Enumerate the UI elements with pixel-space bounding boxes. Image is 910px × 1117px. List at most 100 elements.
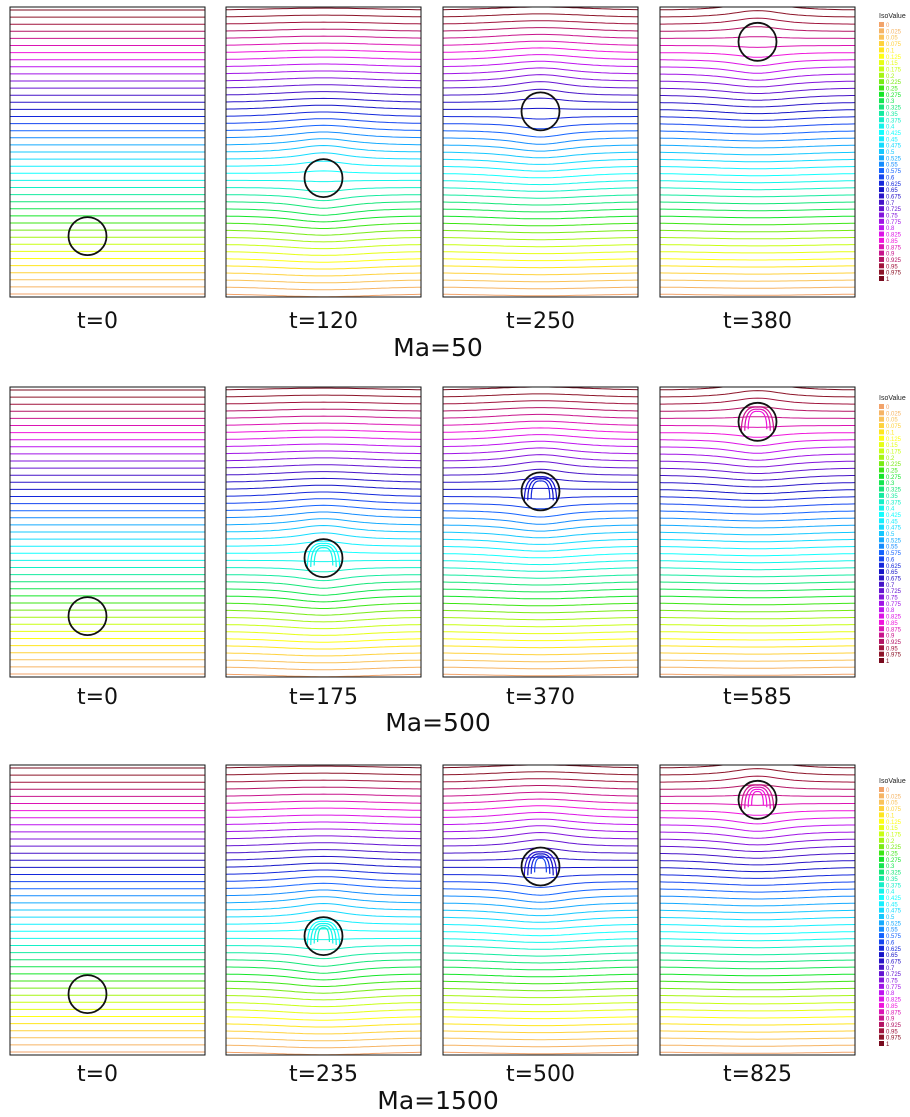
isoline bbox=[660, 931, 855, 935]
isoline bbox=[226, 765, 421, 769]
isoline bbox=[443, 137, 638, 145]
isoline bbox=[443, 173, 638, 179]
legend-value: 0.45 bbox=[886, 519, 898, 525]
droplet-interface bbox=[520, 846, 561, 887]
isoline bbox=[226, 588, 421, 596]
isoline bbox=[226, 104, 421, 110]
isoline bbox=[660, 293, 855, 296]
isoline bbox=[443, 778, 638, 783]
isoline bbox=[443, 487, 638, 490]
legend-swatch bbox=[879, 28, 884, 34]
legend-value: 0.875 bbox=[886, 1010, 902, 1016]
isoline bbox=[660, 794, 855, 797]
isolines bbox=[443, 387, 638, 677]
isoline bbox=[443, 468, 638, 476]
isoline bbox=[226, 498, 421, 504]
isoline bbox=[443, 765, 638, 769]
isoline bbox=[660, 453, 855, 461]
isoline bbox=[660, 180, 855, 184]
simulation-panel bbox=[659, 764, 856, 1056]
legend-swatch bbox=[879, 79, 884, 85]
isoline bbox=[660, 52, 855, 58]
isoline bbox=[443, 293, 638, 297]
isoline bbox=[660, 966, 855, 970]
isoline bbox=[226, 464, 421, 469]
isoline bbox=[226, 394, 421, 398]
panel-frame bbox=[659, 386, 856, 678]
legend-swatch bbox=[879, 933, 884, 939]
isoline bbox=[226, 595, 421, 603]
isoline bbox=[226, 293, 421, 297]
legend-swatch bbox=[879, 22, 884, 27]
isoline bbox=[660, 265, 855, 268]
isoline bbox=[226, 882, 421, 889]
time-label: t=175 bbox=[289, 685, 358, 710]
legend-swatch bbox=[879, 831, 884, 837]
isoline bbox=[660, 59, 855, 67]
droplet-inner-contours bbox=[306, 542, 341, 569]
legend-swatch bbox=[879, 511, 884, 517]
inner-contour bbox=[744, 786, 771, 809]
legend-value: 0.575 bbox=[886, 169, 902, 175]
isoline bbox=[443, 881, 638, 888]
isoline bbox=[660, 775, 855, 783]
isoline bbox=[226, 574, 421, 582]
isoline bbox=[660, 567, 855, 571]
legend-value: 0.375 bbox=[886, 500, 902, 506]
time-label: t=0 bbox=[77, 685, 118, 710]
isoline bbox=[660, 10, 855, 18]
isoline bbox=[443, 237, 638, 241]
legend-value: 0.475 bbox=[886, 526, 902, 532]
isoline bbox=[226, 567, 421, 573]
isoline bbox=[660, 137, 855, 142]
isoline bbox=[226, 179, 421, 183]
isoline bbox=[443, 60, 638, 68]
legend-swatch bbox=[879, 926, 884, 932]
legend-value: 0.925 bbox=[886, 258, 902, 264]
isoline bbox=[443, 393, 638, 398]
isoline bbox=[226, 401, 421, 405]
isoline bbox=[660, 229, 855, 233]
isoline bbox=[226, 28, 421, 32]
isoline bbox=[226, 945, 421, 951]
isoline bbox=[660, 7, 855, 11]
isoline bbox=[443, 931, 638, 937]
legend-value: 0.55 bbox=[886, 545, 898, 551]
legend-swatch bbox=[879, 894, 884, 900]
simulation-panel bbox=[9, 764, 206, 1056]
isoline bbox=[443, 144, 638, 152]
isoline bbox=[660, 482, 855, 488]
legend-swatch bbox=[879, 971, 884, 977]
time-label: t=0 bbox=[77, 1062, 118, 1087]
legend-value: 0.325 bbox=[886, 106, 902, 112]
legend-swatch bbox=[879, 60, 884, 66]
inner-contour bbox=[534, 857, 547, 873]
isoline bbox=[660, 36, 855, 39]
legend-value: 0.025 bbox=[886, 794, 902, 800]
legend-value: 0.225 bbox=[886, 845, 902, 851]
inner-contour bbox=[310, 922, 337, 946]
legend-swatch bbox=[879, 594, 884, 600]
isoline bbox=[443, 387, 638, 391]
inner-contour bbox=[527, 853, 554, 876]
legend-swatch bbox=[879, 47, 884, 53]
legend-swatch bbox=[879, 837, 884, 843]
isoline bbox=[443, 916, 638, 923]
legend-value: 0 bbox=[886, 788, 890, 794]
legend-value: 0.15 bbox=[886, 61, 898, 67]
legend-value: 0.075 bbox=[886, 424, 902, 430]
legend-value: 0.4 bbox=[886, 507, 895, 513]
legend-value: 0.525 bbox=[886, 921, 902, 927]
isoline bbox=[226, 1030, 421, 1035]
isoline bbox=[226, 1023, 421, 1028]
isoline bbox=[660, 916, 855, 921]
isoline bbox=[443, 427, 638, 433]
time-label: t=500 bbox=[506, 1062, 575, 1087]
legend-value: 0.325 bbox=[886, 871, 902, 877]
simulation-panel bbox=[659, 6, 856, 298]
isoline bbox=[660, 803, 855, 806]
isoline bbox=[443, 116, 638, 120]
isoline bbox=[443, 866, 638, 869]
isoline bbox=[660, 881, 855, 886]
isoline bbox=[443, 20, 638, 25]
